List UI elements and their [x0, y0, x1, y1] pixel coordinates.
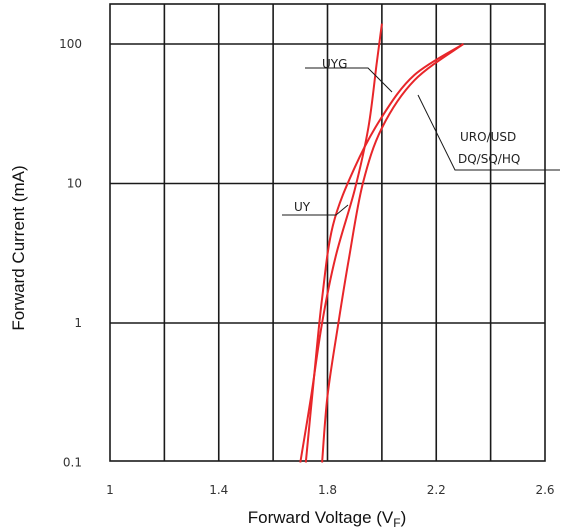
x-tick-label: 1.8 [318, 483, 337, 497]
y-tick-label: 0.1 [63, 456, 82, 470]
grid-lines [110, 4, 545, 461]
y-tick-label: 100 [59, 37, 82, 51]
series-line-1 [304, 43, 464, 463]
y-tick-labels: 100 10 1 0.1 [59, 37, 82, 470]
x-tick-label: 1 [106, 483, 114, 497]
annotation-leader [305, 67, 393, 93]
annotation-label: UYG [322, 57, 347, 71]
annotation-label: UY [294, 200, 311, 214]
x-axis-label: Forward Voltage (VF) [248, 508, 407, 530]
annotation-leader [417, 94, 560, 171]
y-axis-label: Forward Current (mA) [9, 165, 28, 330]
x-tick-labels: 1 1.4 1.8 2.2 2.6 [106, 483, 554, 497]
x-tick-label: 2.6 [535, 483, 554, 497]
annotation-label: DQ/SQ/HQ [458, 152, 520, 166]
x-tick-label: 1.4 [209, 483, 228, 497]
annotation-leader [282, 204, 349, 216]
x-tick-label: 2.2 [427, 483, 446, 497]
y-tick-label: 10 [67, 177, 82, 191]
y-tick-label: 1 [74, 316, 82, 330]
series-line-2 [321, 43, 464, 463]
annotation-label: URO/USD [460, 130, 516, 144]
curve-annotations: UYG UY URO/USD DQ/SQ/HQ [282, 57, 560, 216]
